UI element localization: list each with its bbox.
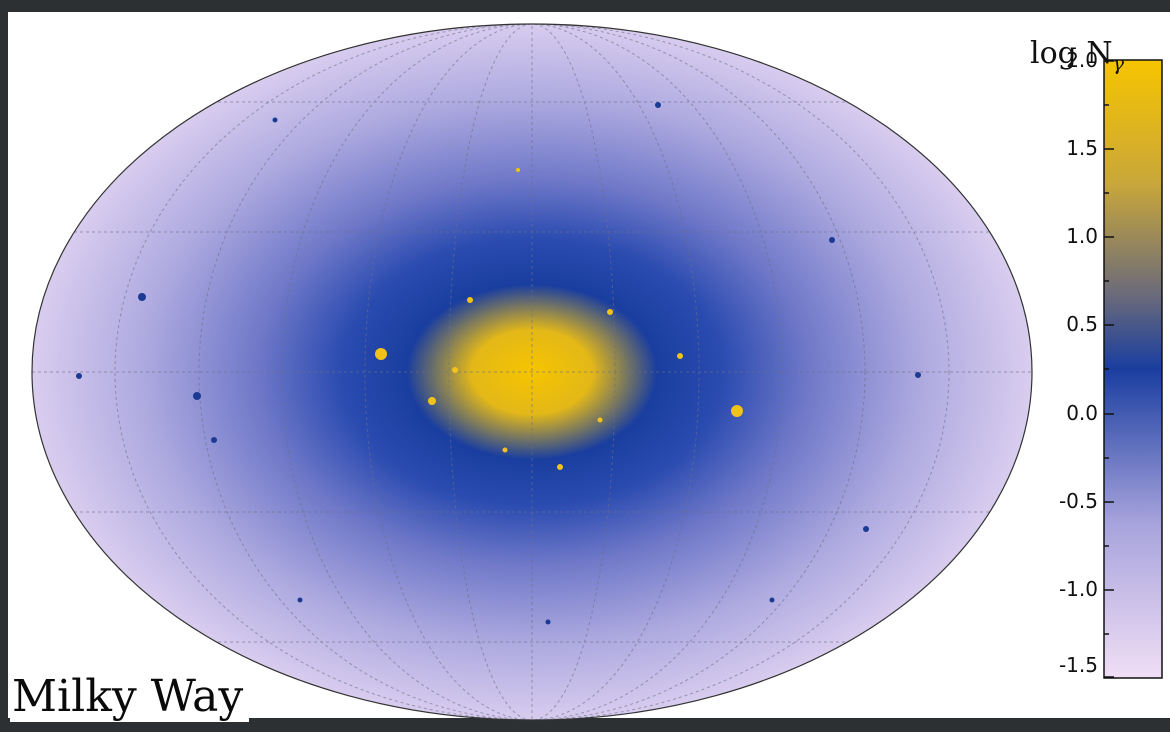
colorbar-tick-label: -1.5 [1058, 653, 1098, 677]
colorbar-scale [1103, 59, 1163, 679]
colorbar-title-text: log N [1030, 36, 1113, 71]
colorbar-tick-label: 0.0 [1066, 401, 1098, 425]
colorbar-title: log Nγ [1030, 36, 1124, 75]
colorbar [1103, 59, 1163, 679]
colorbar-ticks [1104, 60, 1114, 678]
colorbar-title-subscript: γ [1112, 53, 1125, 75]
colorbar-tick-label: 0.5 [1066, 312, 1098, 336]
graticule [32, 24, 1032, 720]
colorbar-tick-label: 2.0 [1066, 48, 1098, 72]
subhalo-sources [375, 168, 743, 470]
colorbar-tick-label: 1.5 [1066, 136, 1098, 160]
colorbar-tick-label: -1.0 [1058, 577, 1098, 601]
colorbar-tick-label: -0.5 [1058, 489, 1098, 513]
map-caption: Milky Way [10, 672, 250, 722]
faint-sources [76, 102, 921, 625]
sky-map-border [31, 23, 1033, 721]
sky-map [31, 23, 1033, 721]
colorbar-tick-label: 1.0 [1066, 224, 1098, 248]
